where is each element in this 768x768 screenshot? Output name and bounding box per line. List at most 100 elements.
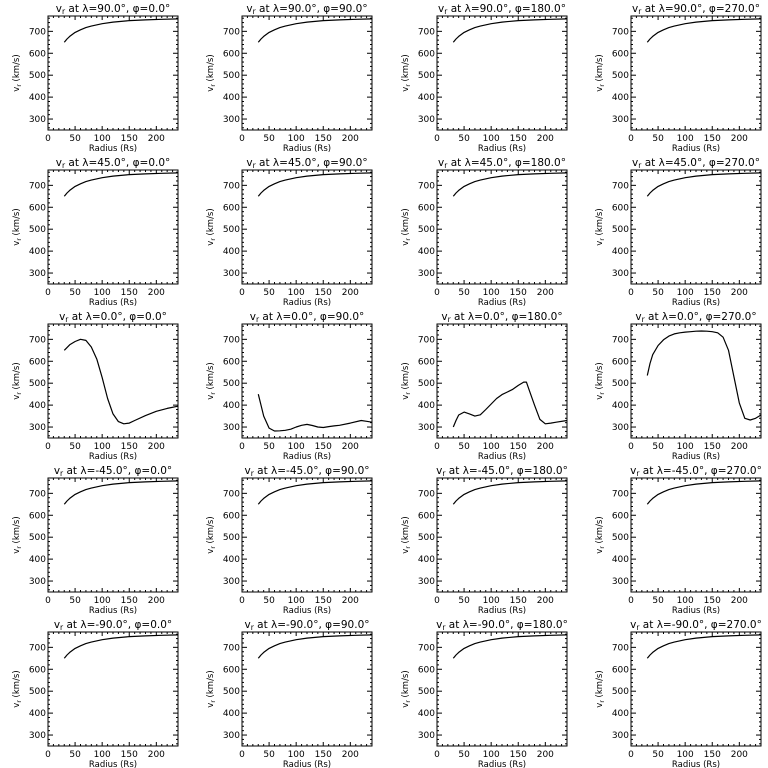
x-tick-label: 150 — [315, 442, 332, 452]
panel-title: vr at λ=0.0°, φ=0.0° — [59, 311, 167, 324]
series-line — [63, 18, 179, 43]
x-tick-label: 200 — [537, 750, 554, 760]
panel-15: vr at λ=-45.0°, φ=180.0° 0 50 100 150 200 300 4… — [401, 465, 568, 616]
x-axis-label: Radius (Rs) — [283, 606, 331, 616]
y-tick-label: 500 — [612, 71, 629, 81]
y-tick-label: 600 — [223, 665, 240, 675]
y-tick-label: 600 — [29, 203, 46, 213]
x-tick-label: 50 — [652, 442, 664, 452]
series-line — [63, 172, 179, 197]
y-tick-label: 700 — [29, 335, 46, 345]
y-axis-label: vr (km/s) — [595, 54, 606, 91]
y-tick-label: 300 — [223, 731, 240, 741]
y-tick-label: 700 — [29, 181, 46, 191]
y-axis-label: vr (km/s) — [401, 208, 412, 245]
y-tick-label: 500 — [29, 687, 46, 697]
y-axis-label: vr (km/s) — [12, 54, 23, 91]
x-tick-label: 150 — [704, 288, 721, 298]
y-tick-label: 700 — [418, 335, 435, 345]
panel-2: vr at λ=90.0°, φ=90.0° 0 50 100 150 200 300 400… — [206, 3, 373, 154]
y-tick-label: 700 — [418, 27, 435, 37]
y-tick-label: 700 — [418, 643, 435, 653]
x-tick-label: 200 — [342, 596, 359, 606]
x-tick-label: 100 — [677, 134, 694, 144]
x-tick-label: 150 — [315, 134, 332, 144]
panel-18: vr at λ=-90.0°, φ=90.0° 0 50 100 150 200 300 40… — [206, 619, 373, 768]
panel-3: vr at λ=90.0°, φ=180.0° 0 50 100 150 200 300 40… — [401, 3, 568, 154]
x-tick-label: 50 — [69, 134, 81, 144]
y-tick-label: 600 — [223, 357, 240, 367]
series-line — [452, 381, 568, 428]
y-tick-label: 700 — [223, 489, 240, 499]
y-tick-label: 700 — [612, 27, 629, 37]
y-tick-label: 400 — [418, 247, 435, 257]
y-axis-label: vr (km/s) — [595, 516, 606, 553]
y-tick-label: 500 — [418, 687, 435, 697]
x-tick-label: 100 — [288, 750, 305, 760]
x-tick-label: 100 — [677, 288, 694, 298]
x-tick-label: 200 — [731, 288, 748, 298]
x-axis-label: Radius (Rs) — [478, 606, 526, 616]
y-tick-label: 600 — [29, 357, 46, 367]
y-tick-label: 400 — [223, 401, 240, 411]
y-tick-label: 600 — [223, 203, 240, 213]
x-tick-label: 150 — [704, 134, 721, 144]
x-tick-label: 200 — [537, 134, 554, 144]
y-tick-label: 300 — [29, 731, 46, 741]
x-tick-label: 150 — [121, 596, 138, 606]
y-tick-label: 700 — [29, 643, 46, 653]
x-tick-label: 0 — [45, 134, 51, 144]
x-axis-label: Radius (Rs) — [89, 760, 137, 768]
y-tick-label: 600 — [223, 511, 240, 521]
y-tick-label: 400 — [418, 401, 435, 411]
y-tick-label: 500 — [418, 71, 435, 81]
y-tick-label: 700 — [29, 489, 46, 499]
x-tick-label: 100 — [483, 596, 500, 606]
x-tick-label: 150 — [315, 750, 332, 760]
x-axis-label: Radius (Rs) — [283, 298, 331, 308]
y-tick-label: 600 — [29, 511, 46, 521]
panel-title: vr at λ=-90.0°, φ=90.0° — [244, 619, 369, 632]
series-line — [257, 394, 373, 432]
series-line — [257, 18, 373, 43]
y-tick-label: 500 — [612, 533, 629, 543]
series-line — [452, 634, 568, 659]
x-tick-label: 150 — [704, 596, 721, 606]
y-tick-label: 400 — [223, 555, 240, 565]
y-tick-label: 300 — [418, 731, 435, 741]
plot-frame — [47, 477, 179, 593]
y-tick-label: 400 — [223, 93, 240, 103]
panel-1: vr at λ=90.0°, φ=0.0° 0 50 100 150 200 300 400 5… — [12, 3, 179, 154]
panel-9: vr at λ=0.0°, φ=0.0° 0 50 100 150 200 300 400 50… — [12, 311, 179, 462]
panel-title: vr at λ=90.0°, φ=180.0° — [438, 3, 566, 16]
x-tick-label: 50 — [69, 750, 81, 760]
y-tick-label: 600 — [418, 665, 435, 675]
panel-10: vr at λ=0.0°, φ=90.0° 0 50 100 150 200 300 400 5… — [206, 311, 373, 462]
x-axis-label: Radius (Rs) — [478, 144, 526, 154]
x-tick-label: 50 — [458, 750, 470, 760]
plot-frame — [241, 15, 373, 131]
x-tick-label: 150 — [121, 442, 138, 452]
y-tick-label: 300 — [29, 115, 46, 125]
y-tick-label: 700 — [418, 181, 435, 191]
x-tick-label: 100 — [483, 750, 500, 760]
panel-4: vr at λ=90.0°, φ=270.0° 0 50 100 150 200 300 40… — [595, 3, 762, 154]
x-axis-label: Radius (Rs) — [283, 760, 331, 768]
y-tick-label: 600 — [418, 357, 435, 367]
y-tick-label: 400 — [418, 93, 435, 103]
y-tick-label: 700 — [418, 489, 435, 499]
x-tick-label: 200 — [731, 596, 748, 606]
y-tick-label: 600 — [418, 49, 435, 59]
y-tick-label: 300 — [612, 423, 629, 433]
x-axis-label: Radius (Rs) — [478, 452, 526, 462]
panel-14: vr at λ=-45.0°, φ=90.0° 0 50 100 150 200 300 40… — [206, 465, 373, 616]
y-axis-label: vr (km/s) — [12, 516, 23, 553]
y-tick-label: 500 — [223, 71, 240, 81]
x-tick-label: 0 — [239, 596, 245, 606]
y-axis-label: vr (km/s) — [206, 208, 217, 245]
x-tick-label: 150 — [510, 750, 527, 760]
y-tick-label: 400 — [29, 709, 46, 719]
y-tick-label: 700 — [612, 643, 629, 653]
y-tick-label: 400 — [223, 709, 240, 719]
series-line — [257, 634, 373, 659]
